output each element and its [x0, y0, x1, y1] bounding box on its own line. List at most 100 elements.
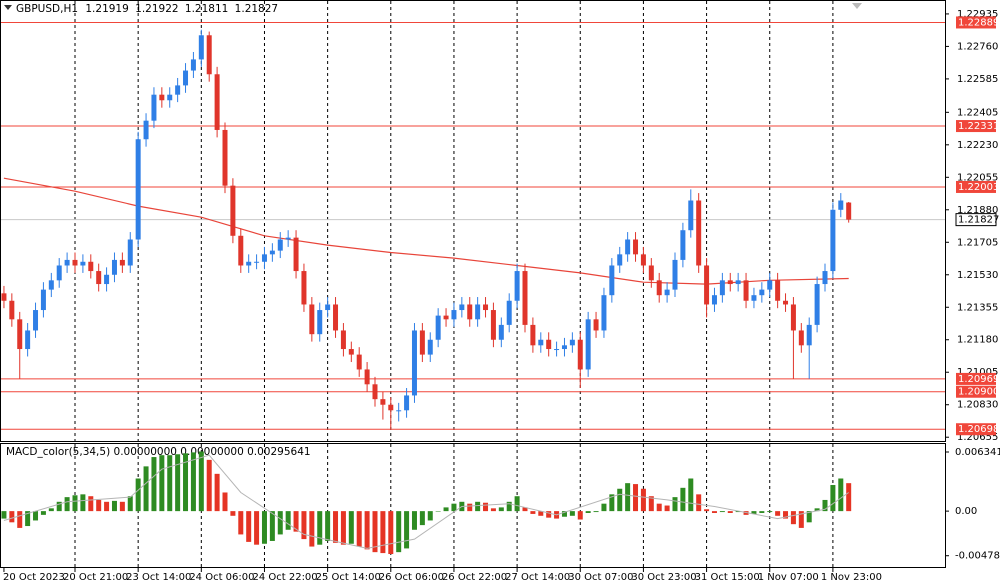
x-tick-label: 31 Oct 15:00 — [695, 572, 760, 583]
symbol: GBPUSD,H1 — [16, 3, 78, 15]
macd-bar — [325, 511, 331, 541]
macd-bar — [175, 454, 181, 512]
macd-bar — [577, 511, 583, 520]
candle-body — [380, 399, 386, 405]
macd-bar — [104, 501, 110, 512]
macd-bar — [672, 497, 678, 512]
macd-bar — [640, 488, 646, 512]
candle-body — [309, 304, 315, 335]
macd-bar — [167, 455, 173, 512]
candle-body — [506, 300, 512, 325]
macd-bar — [111, 500, 117, 512]
candle-body — [48, 280, 54, 290]
macd-tick-label: 0.0063413 — [955, 447, 1000, 458]
macd-bar — [411, 511, 417, 530]
candle-body — [340, 330, 346, 350]
candle-body — [396, 410, 402, 412]
candle-body — [767, 280, 773, 290]
macd-bar — [261, 511, 267, 544]
macd-bar — [680, 487, 686, 512]
y-tick-label: 1.21355 — [957, 302, 998, 313]
candle-body — [372, 384, 378, 400]
macd-bar — [372, 511, 378, 553]
candle-body — [483, 304, 489, 311]
y-tick-label: 1.22760 — [957, 41, 998, 52]
current-price-label: 1.21827 — [958, 215, 999, 226]
x-tick-label: 27 Oct 14:00 — [505, 572, 570, 583]
candle-body — [467, 304, 473, 320]
candle-body — [348, 349, 354, 355]
current-price-box — [955, 213, 997, 227]
macd-bar — [333, 511, 339, 543]
macd-bar — [135, 478, 141, 512]
y-tick-label: 1.21880 — [957, 205, 998, 216]
candle-body — [80, 261, 86, 266]
candle-body — [56, 265, 62, 281]
candle-body — [514, 271, 520, 301]
macd-bar — [159, 455, 165, 512]
candle-body — [561, 345, 567, 350]
candle-body — [704, 265, 710, 305]
candle-body — [151, 94, 157, 121]
candle-body — [585, 319, 591, 370]
candle-body — [633, 239, 639, 255]
macd-bar — [269, 511, 275, 541]
collapse-arrow[interactable] — [4, 5, 12, 10]
candle-body — [325, 304, 331, 311]
macd-bar — [151, 457, 157, 512]
x-tick-label: 20 Oct 2023 — [3, 572, 65, 583]
macd-bar — [143, 466, 149, 512]
candle-body — [498, 324, 504, 340]
candle-body — [798, 330, 804, 346]
candle-body — [601, 295, 607, 331]
candle-body — [648, 265, 654, 281]
macd-bar — [617, 488, 623, 512]
candle-body — [64, 259, 70, 266]
candle-body — [261, 254, 267, 262]
candle-body — [88, 261, 94, 272]
candle-body — [127, 239, 133, 266]
candle-body — [806, 324, 812, 346]
macd-bar — [317, 511, 323, 545]
candle-body — [538, 339, 544, 346]
macd-bar — [230, 511, 236, 516]
candle-body — [435, 315, 441, 340]
price-pane-frame — [0, 0, 946, 442]
macd-bar — [238, 511, 244, 535]
macd-bar — [838, 478, 844, 512]
candle-body — [735, 280, 741, 285]
macd-bar — [206, 459, 212, 512]
candle-body — [830, 209, 836, 272]
x-tick-label: 20 Oct 21:00 — [63, 572, 128, 583]
candle-body — [159, 94, 165, 101]
macd-bar — [538, 511, 544, 516]
macd-bar — [530, 511, 536, 514]
candle-body — [696, 200, 702, 266]
macd-bar — [601, 503, 607, 512]
candle-body — [269, 250, 275, 255]
y-tick-label: 1.21530 — [957, 270, 998, 281]
candle-body — [427, 339, 433, 355]
macd-bar — [546, 511, 552, 518]
macd-bar — [751, 511, 757, 514]
macd-bar — [775, 511, 781, 516]
candle-body — [664, 289, 670, 296]
macd-bar — [798, 511, 804, 528]
candle-body — [33, 310, 39, 331]
candle-body — [751, 295, 757, 301]
macd-bar — [727, 511, 733, 513]
candle-body — [546, 339, 552, 350]
macd-bar — [719, 511, 725, 513]
y-tick-label: 1.22405 — [957, 107, 998, 118]
scroll-arrow[interactable] — [852, 3, 862, 9]
macd-bar — [72, 495, 78, 512]
macd-bar — [285, 511, 291, 530]
candle-body — [238, 235, 244, 266]
macd-bar — [277, 511, 283, 535]
candle-body — [451, 310, 457, 320]
x-tick-label: 23 Oct 14:00 — [126, 572, 191, 583]
macd-bar — [506, 501, 512, 512]
candle-body — [119, 259, 125, 266]
y-tick-label: 1.21180 — [957, 335, 998, 346]
